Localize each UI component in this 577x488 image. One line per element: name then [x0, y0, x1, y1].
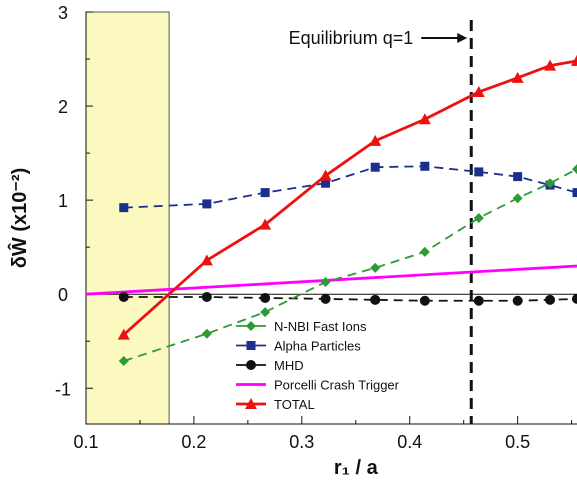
series-line-mhd	[123, 296, 577, 302]
data-point-alpha-particles	[420, 161, 430, 171]
data-point-total	[319, 169, 332, 181]
data-point-n-nbi-fast-ions	[201, 328, 212, 339]
series-lines	[85, 54, 577, 366]
data-point-alpha-particles	[321, 178, 331, 188]
data-point-total	[369, 134, 382, 146]
data-point-total	[544, 59, 557, 71]
data-point-total	[472, 85, 485, 97]
x-axis-label: r₁ / a	[334, 457, 379, 479]
legend-marker-icon	[245, 398, 257, 409]
legend-label: TOTAL	[274, 397, 315, 412]
x-tick-label: 0.4	[397, 432, 422, 452]
y-tick-label: 2	[58, 97, 68, 117]
data-point-n-nbi-fast-ions	[473, 213, 484, 223]
series-line-porcelli-crash-trigger	[85, 264, 577, 296]
data-point-mhd	[201, 292, 212, 303]
series-total	[117, 54, 577, 340]
annotation-arrowhead-icon	[457, 33, 468, 43]
series-mhd	[118, 292, 577, 306]
data-point-n-nbi-fast-ions	[545, 178, 556, 189]
data-point-mhd	[512, 295, 523, 306]
data-point-alpha-particles	[513, 172, 523, 182]
y-tick-label: 1	[58, 191, 68, 211]
legend-marker-icon	[246, 321, 256, 331]
legend: N-NBI Fast Ions Alpha Particles MHD Porcell…	[236, 319, 400, 412]
data-point-total	[200, 254, 213, 266]
data-point-n-nbi-fast-ions	[260, 307, 271, 318]
series-line-total	[122, 59, 577, 336]
y-tick-label: 0	[58, 285, 68, 305]
annotation: Equilibrium q=1	[289, 20, 473, 424]
legend-item-n-nbi-fast-ions: N-NBI Fast Ions	[236, 319, 367, 334]
data-point-n-nbi-fast-ions	[118, 355, 129, 366]
series-line-alpha-particles	[123, 165, 577, 209]
data-point-n-nbi-fast-ions	[320, 276, 331, 287]
data-point-mhd	[545, 294, 556, 305]
legend-item-alpha-particles: Alpha Particles	[236, 339, 361, 354]
data-point-alpha-particles	[202, 199, 212, 209]
data-point-mhd	[572, 293, 577, 304]
shaded-region-rect	[85, 11, 170, 425]
y-tick-label: 3	[58, 3, 68, 23]
legend-label: Porcelli Crash Trigger	[274, 378, 400, 393]
legend-item-mhd: MHD	[236, 358, 304, 373]
y-tick-label: -1	[55, 379, 71, 399]
shaded-region	[85, 11, 170, 425]
series-alpha-particles	[119, 161, 577, 213]
x-tick-label: 0.5	[505, 432, 530, 452]
data-point-total	[511, 71, 524, 83]
series-porcelli-crash-trigger	[85, 264, 577, 296]
data-point-total	[117, 328, 130, 340]
data-point-total	[418, 113, 431, 125]
legend-item-total: TOTAL	[236, 397, 315, 412]
x-tick-label: 0.1	[73, 432, 98, 452]
legend-marker-icon	[246, 341, 256, 350]
x-tick-label: 0.3	[289, 432, 314, 452]
data-point-mhd	[419, 295, 430, 306]
series-n-nbi-fast-ions	[118, 164, 577, 366]
data-point-mhd	[118, 292, 129, 303]
legend-label: N-NBI Fast Ions	[274, 319, 367, 334]
data-point-mhd	[260, 292, 271, 303]
legend-marker-icon	[246, 360, 256, 370]
data-point-n-nbi-fast-ions	[419, 246, 430, 257]
data-point-mhd	[370, 294, 381, 305]
data-point-alpha-particles	[572, 188, 577, 198]
legend-label: Alpha Particles	[274, 339, 361, 354]
x-tick-label: 0.2	[181, 432, 206, 452]
data-point-mhd	[320, 293, 331, 304]
data-point-total	[259, 218, 272, 230]
data-point-n-nbi-fast-ions	[572, 164, 577, 175]
data-point-total	[571, 54, 577, 66]
data-point-alpha-particles	[260, 188, 270, 198]
data-point-n-nbi-fast-ions	[512, 193, 523, 204]
legend-item-porcelli-crash-trigger: Porcelli Crash Trigger	[236, 378, 400, 393]
data-point-alpha-particles	[474, 167, 484, 177]
equilibrium-annotation-label: Equilibrium q=1	[289, 28, 414, 48]
x-ticks: 0.1 0.2 0.3 0.4 0.5	[73, 416, 573, 452]
data-point-alpha-particles	[119, 203, 129, 213]
data-point-mhd	[473, 295, 484, 306]
data-point-alpha-particles	[370, 162, 380, 172]
y-axis-label: δŴ (x10⁻²)	[7, 168, 31, 268]
legend-label: MHD	[274, 358, 304, 373]
data-point-n-nbi-fast-ions	[370, 262, 381, 273]
